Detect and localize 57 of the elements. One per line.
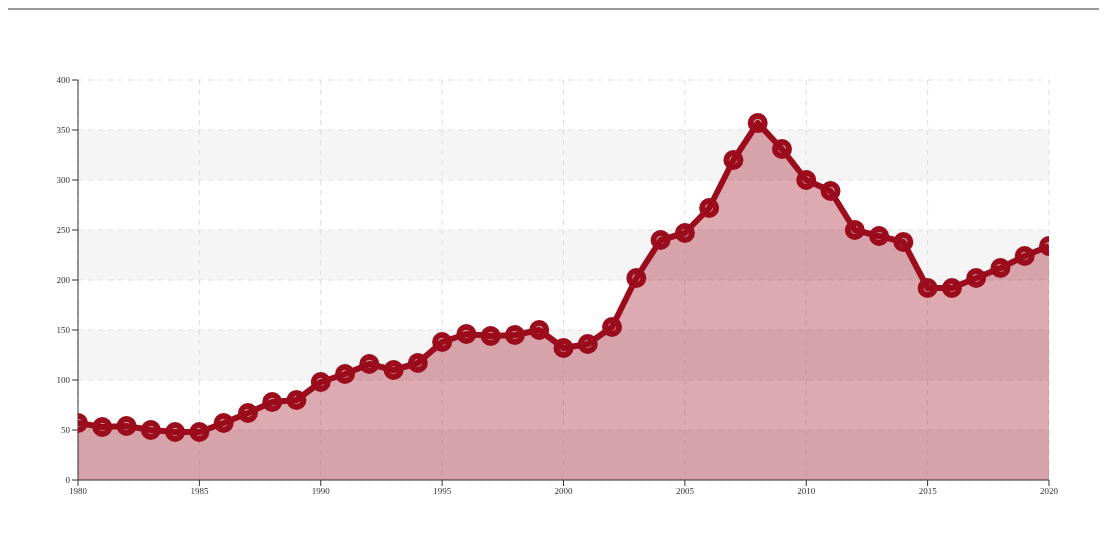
x-tick-label: 2000 [554, 486, 573, 497]
point [432, 332, 453, 352]
point [771, 139, 792, 159]
point [674, 223, 695, 243]
point [602, 317, 623, 337]
y-tick-label: 0 [65, 475, 71, 486]
y-tick-label: 150 [56, 325, 71, 336]
y-tick-label: 200 [56, 275, 71, 286]
point [359, 354, 380, 374]
point [189, 422, 210, 442]
x-tick-label: 2005 [675, 486, 695, 497]
point [310, 372, 331, 392]
point [456, 324, 477, 344]
point [165, 422, 186, 442]
point [383, 360, 404, 380]
point [577, 334, 598, 354]
y-tick-label: 350 [56, 125, 71, 136]
x-tick-label: 2010 [797, 486, 816, 497]
point [237, 403, 258, 423]
point [553, 338, 574, 358]
point [893, 232, 914, 252]
point [92, 417, 113, 437]
y-tick-label: 50 [61, 425, 71, 436]
point [917, 278, 938, 298]
point [699, 198, 720, 218]
point [504, 325, 525, 345]
point [820, 181, 841, 201]
point [941, 278, 962, 298]
point [140, 420, 161, 440]
point [1014, 246, 1035, 266]
point [796, 170, 817, 190]
point [650, 230, 671, 250]
y-tick-label: 100 [56, 375, 71, 386]
point [723, 150, 744, 170]
x-tick-label: 1990 [311, 486, 331, 497]
point [116, 416, 137, 436]
point [869, 226, 890, 246]
point [844, 220, 865, 240]
point [480, 326, 501, 346]
x-tick-label: 1985 [190, 486, 209, 497]
point [335, 364, 356, 384]
x-tick-label: 2015 [918, 486, 938, 497]
point [213, 413, 234, 433]
point [407, 353, 428, 373]
point [966, 268, 987, 288]
point [747, 113, 768, 133]
x-tick-label: 2020 [1040, 486, 1059, 497]
point [990, 258, 1011, 278]
x-tick-label: 1995 [433, 486, 452, 497]
y-tick-label: 250 [56, 225, 71, 236]
y-tick-label: 400 [56, 75, 71, 86]
point [262, 392, 283, 412]
point [529, 320, 550, 340]
y-tick-label: 300 [56, 175, 71, 186]
point [626, 268, 647, 288]
x-tick-label: 1980 [69, 486, 88, 497]
point [286, 390, 307, 410]
